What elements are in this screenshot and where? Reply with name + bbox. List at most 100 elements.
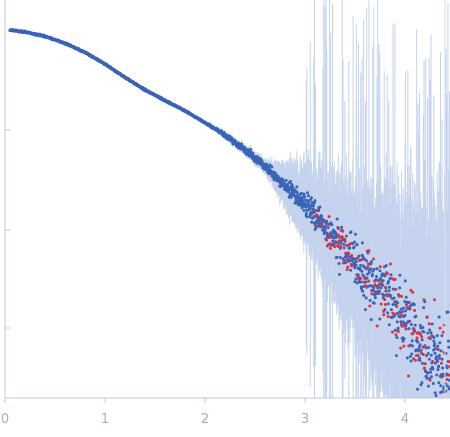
data-point [418, 356, 422, 360]
x-tick-label: 2 [201, 412, 209, 427]
data-point [434, 347, 438, 351]
data-point [369, 260, 373, 264]
negative-data-point [338, 235, 342, 239]
data-point [323, 227, 327, 231]
negative-data-point [347, 252, 351, 256]
negative-data-point [415, 336, 419, 340]
data-point [373, 296, 377, 300]
data-point [388, 285, 392, 289]
data-point [351, 256, 355, 260]
negative-data-point [395, 304, 399, 308]
data-point [360, 258, 364, 262]
data-point [381, 279, 385, 283]
data-point [361, 255, 365, 259]
data-point [446, 310, 450, 314]
data-point [378, 317, 382, 321]
negative-data-point [383, 303, 387, 307]
data-point [416, 387, 420, 391]
negative-data-point [391, 330, 395, 334]
negative-data-point [366, 265, 370, 269]
data-point [438, 341, 442, 345]
negative-data-point [413, 358, 417, 362]
data-point [410, 339, 414, 343]
data-point [352, 245, 356, 249]
negative-data-point [432, 298, 436, 302]
negative-data-point [333, 245, 337, 249]
data-point [326, 226, 330, 230]
data-point [360, 269, 364, 273]
data-point [290, 184, 294, 188]
negative-data-point [428, 337, 432, 341]
negative-data-point [427, 322, 431, 326]
data-point [412, 303, 416, 307]
data-point [309, 196, 313, 200]
data-point [413, 323, 417, 327]
negative-data-point [342, 257, 346, 261]
data-point [272, 178, 276, 182]
data-point [436, 344, 440, 348]
data-point [445, 366, 449, 370]
data-point [420, 381, 424, 385]
data-point [289, 195, 293, 199]
negative-data-point [365, 259, 369, 263]
data-point [403, 300, 407, 304]
data-point [303, 195, 307, 199]
data-point [360, 241, 364, 245]
data-point [295, 185, 299, 189]
negative-data-point [425, 354, 429, 358]
data-point [398, 286, 402, 290]
data-point [404, 309, 408, 313]
negative-data-point [344, 234, 348, 238]
negative-data-point [368, 304, 372, 308]
data-point [401, 306, 405, 310]
x-tick-label: 3 [301, 412, 309, 427]
negative-data-point [412, 327, 416, 331]
data-point [335, 217, 339, 221]
data-point [312, 215, 316, 219]
data-point [389, 308, 393, 312]
data-point [284, 179, 288, 182]
data-point [395, 320, 399, 324]
data-point [371, 289, 375, 293]
negative-data-point [404, 327, 408, 331]
data-point [437, 381, 441, 385]
data-point [367, 270, 371, 274]
negative-data-point [385, 272, 389, 276]
data-point [354, 260, 358, 264]
data-point [426, 352, 430, 356]
data-point [364, 280, 368, 284]
negative-data-point [388, 262, 392, 266]
negative-data-point [359, 276, 363, 280]
data-point [389, 273, 393, 277]
data-point [354, 277, 358, 281]
negative-data-point [416, 353, 420, 357]
data-point [441, 366, 445, 370]
data-point [384, 264, 388, 268]
negative-data-point [400, 294, 404, 298]
data-point [251, 151, 255, 155]
negative-data-point [393, 277, 397, 281]
x-tick-label: 1 [101, 412, 109, 427]
data-point [353, 232, 357, 236]
negative-data-point [372, 286, 376, 290]
negative-data-point [393, 312, 397, 316]
data-point [409, 322, 413, 326]
data-point [378, 269, 382, 273]
data-point [418, 324, 422, 328]
data-point [391, 287, 395, 291]
data-point [372, 267, 376, 271]
data-point [440, 357, 444, 361]
negative-data-point [436, 347, 440, 351]
negative-data-point [423, 366, 427, 370]
data-point [424, 346, 428, 350]
data-point [422, 330, 426, 334]
data-point [402, 337, 406, 341]
data-point [387, 289, 391, 293]
data-point [322, 218, 326, 222]
data-point [402, 322, 406, 326]
negative-data-point [423, 344, 427, 348]
negative-data-point [367, 249, 371, 253]
data-point [329, 231, 333, 235]
negative-data-point [411, 290, 415, 294]
negative-data-point [441, 330, 445, 334]
